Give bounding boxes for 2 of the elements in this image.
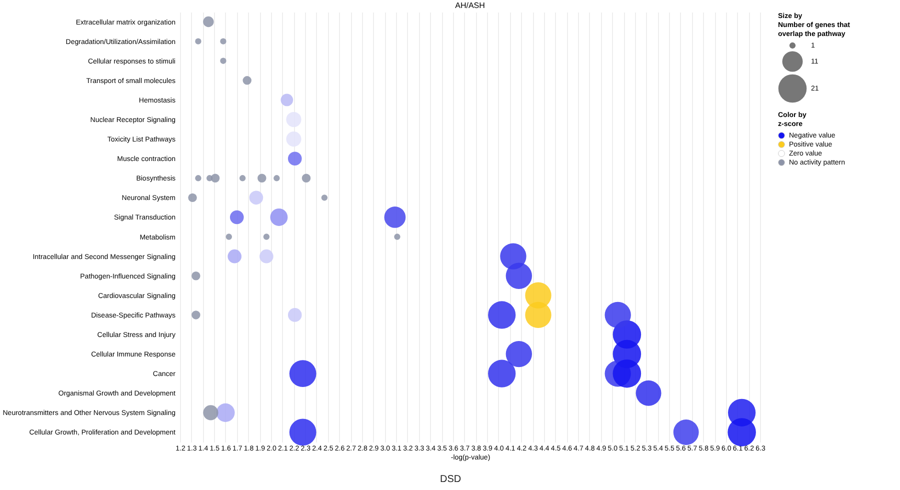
chart-title: AH/ASH bbox=[455, 1, 486, 10]
text: DSD bbox=[440, 474, 462, 485]
